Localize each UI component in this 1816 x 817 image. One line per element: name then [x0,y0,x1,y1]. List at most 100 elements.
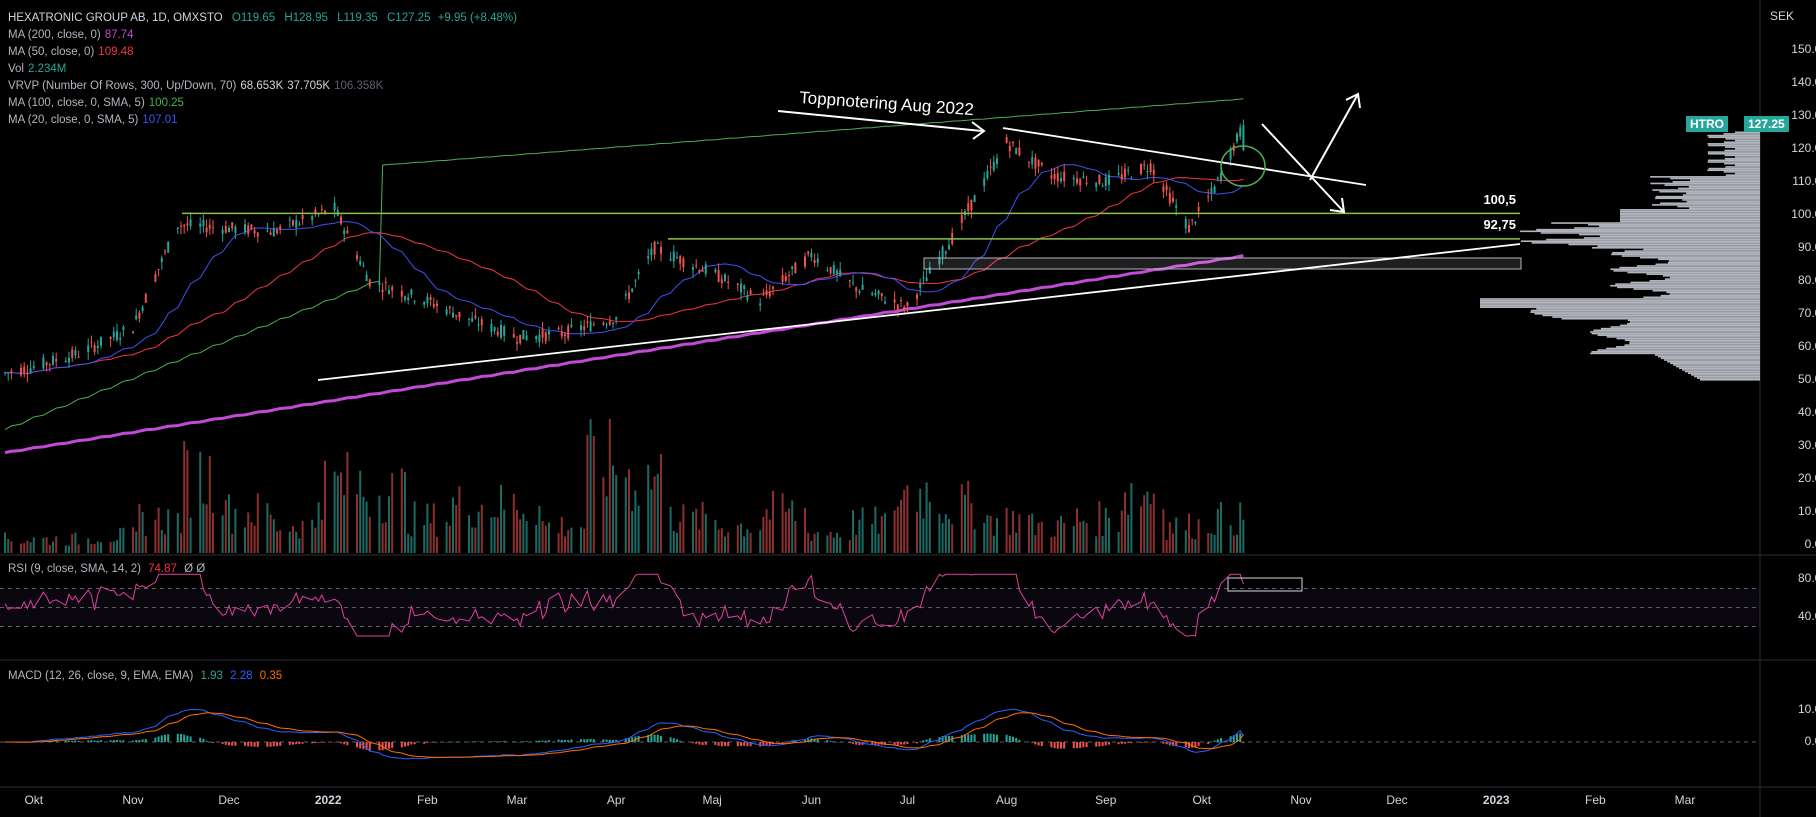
volume-profile-row [1734,172,1760,175]
arrow-to-top [777,110,983,132]
macd-hist-bar [212,742,214,743]
volume-profile-row [1708,159,1760,162]
volume-profile-row [1617,286,1760,289]
candle-body [631,288,634,292]
macd-hist-bar [816,739,819,742]
candle-body [234,226,237,233]
macd-hist-bar [432,742,435,743]
volume-bar [100,542,102,553]
volume-bar [55,536,58,553]
level-label-92[interactable]: 92,75 [1483,217,1516,232]
indicator-ma100[interactable]: MA (100, close, 0, SMA, 5) 100.25 [8,95,517,112]
candle-body [791,266,794,269]
macd-hist-bar [474,741,477,742]
volume-bar [634,490,637,553]
candle-body [500,324,502,338]
volume-profile-row [1652,289,1760,292]
macd-hist-bar [119,740,122,742]
macd-hist-bar [624,738,627,742]
macd-hist-bar [71,740,74,742]
volume-bar [1184,530,1187,553]
candle-body [256,232,259,237]
indicator-value: 87.74 [104,29,134,41]
indicator-label: VRVP (Number Of Rows, 300, Up/Down, 70) [8,80,237,92]
chart-legend: HEXATRONIC GROUP AB, 1D, OMXSTO O119.65 … [8,10,517,129]
macd-hist-bar [1130,742,1133,744]
volume-profile-row [1734,164,1760,167]
price-tick-label: 10.00 [1797,504,1816,518]
macd-hist-bar [199,737,202,742]
volume-bar [612,465,614,553]
indicator-vrvp[interactable]: VRVP (Number Of Rows, 300, Up/Down, 70) 6… [8,78,517,95]
macd-hist-bar [1146,742,1149,743]
candle-body [906,302,909,306]
macd-hist-bar [279,742,282,746]
volume-bar [1188,513,1190,553]
volume-profile-row [1708,144,1760,147]
macd-hist-bar [1175,742,1178,747]
macd-legend[interactable]: MACD (12, 26, close, 9, EMA, EMA) 1.93 2… [8,670,282,682]
volume-bar [141,511,144,553]
volume-bar [1175,517,1178,553]
volume-profile-row [1636,265,1760,267]
volume-profile-row [1615,283,1760,285]
volume-profile-row [1707,151,1760,153]
indicator-ma50[interactable]: MA (50, close, 0) 109.48 [8,44,517,61]
candle-body [516,341,518,344]
indicator-ma20[interactable]: MA (20, close, 0, SMA, 5) 107.01 [8,112,517,129]
volume-bar [1034,535,1037,553]
zone-rect [923,257,1522,270]
volume-bar [535,524,538,553]
rsi-legend[interactable]: RSI (9, close, SMA, 14, 2) 74.87 Ø Ø [8,563,205,575]
volume-bar [1018,514,1021,553]
volume-profile-row [1707,169,1760,172]
volume-bar [938,513,941,553]
volume-bar [256,493,259,553]
indicator-value: 37.705K [287,80,331,92]
candle-body [1216,177,1219,179]
indicator-vol[interactable]: Vol 2.234M [8,61,517,78]
macd-hist-bar [407,742,410,746]
candle-body [176,227,179,230]
candle-body [650,248,653,256]
volume-bar [1108,517,1110,553]
symbol-title[interactable]: HEXATRONIC GROUP AB, 1D, OMXSTO [8,12,223,24]
candle-body [560,331,563,337]
volume-bar [676,532,678,553]
volume-bar [1127,514,1130,553]
macd-hist-bar [343,742,346,745]
candle-body [87,345,90,352]
candle-body [1031,157,1034,165]
volume-profile-row [1676,365,1760,368]
volume-profile-row [1664,278,1760,280]
volume-profile-row [1620,324,1760,327]
candle-body [874,292,877,296]
level-label-100[interactable]: 100,5 [1483,192,1516,207]
candle-body [871,293,874,295]
volume-bar [871,524,874,553]
candle-body [138,312,141,319]
candle-body [250,224,253,229]
volume-bar [42,537,45,553]
macd-hist-bar [132,740,134,742]
ma100-line [4,98,1244,430]
time-tick-label: Feb [417,793,438,807]
macd-hist-bar [404,742,406,747]
candle-body [132,331,134,334]
volume-bar [1120,510,1123,553]
volume-profile-row [1579,233,1760,236]
indicator-ma200[interactable]: MA (200, close, 0) 87.74 [8,27,517,44]
macd-hist-bar [1191,742,1194,748]
macd-hist-bar [1101,742,1104,747]
volume-bar [388,496,390,553]
candle-body [356,255,358,260]
volume-profile-row [1584,237,1760,239]
candle-body [535,336,538,339]
macd-hist-bar [1050,742,1053,748]
candle-body [157,269,160,271]
volume-bar [986,515,989,553]
volume-bar [768,519,771,553]
candle-body [1213,186,1216,193]
volume-profile-row [1689,179,1760,181]
